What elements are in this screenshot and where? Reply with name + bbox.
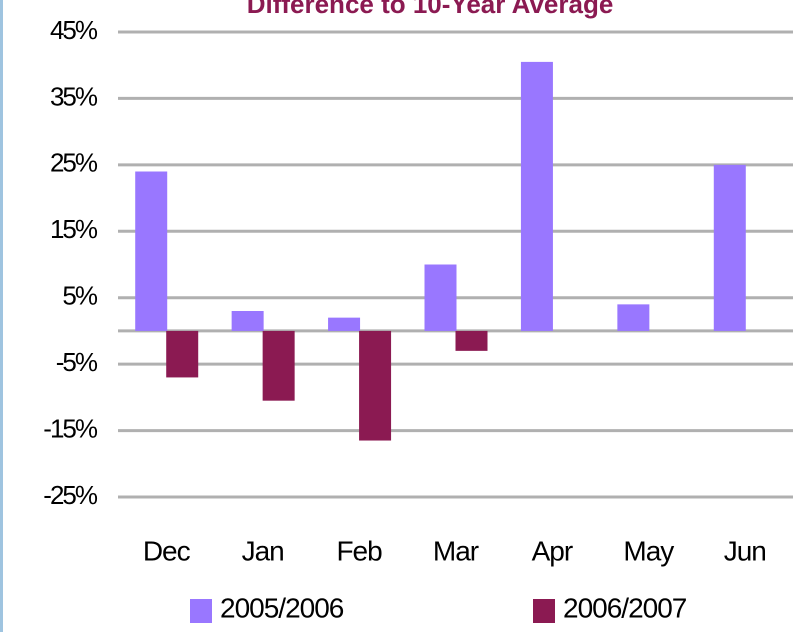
y-tick-label: 35% — [50, 81, 98, 111]
bar — [424, 264, 457, 331]
bar — [328, 317, 361, 331]
x-tick-label: May — [623, 535, 674, 566]
legend-label: 2005/2006 — [220, 592, 344, 623]
y-tick-label: 15% — [50, 214, 98, 244]
x-tick-label: Mar — [433, 535, 479, 566]
x-tick-label: Jun — [724, 535, 766, 566]
y-tick-label: -5% — [56, 347, 98, 377]
bar — [455, 330, 488, 351]
legend-swatch — [190, 599, 212, 623]
bar — [617, 304, 650, 331]
y-tick-label: 45% — [50, 15, 98, 45]
y-tick-label: -15% — [43, 413, 98, 443]
x-tick-label: Jan — [242, 535, 284, 566]
x-tick-label: Feb — [336, 535, 382, 566]
bar — [520, 61, 553, 331]
bar — [135, 171, 168, 331]
y-tick-label: -25% — [43, 480, 98, 510]
y-tick-label: 25% — [50, 148, 98, 178]
bar — [359, 330, 392, 441]
legend-swatch — [533, 599, 555, 623]
legend-label: 2006/2007 — [563, 592, 687, 623]
x-tick-label: Apr — [532, 535, 573, 566]
y-tick-label: 5% — [62, 281, 97, 311]
x-tick-label: Dec — [143, 535, 191, 566]
bar — [713, 164, 746, 331]
bar — [262, 330, 295, 401]
bar — [166, 330, 199, 378]
chart-title: Difference to 10-Year Average — [247, 0, 614, 19]
bar — [231, 311, 264, 331]
left-border — [0, 0, 3, 632]
